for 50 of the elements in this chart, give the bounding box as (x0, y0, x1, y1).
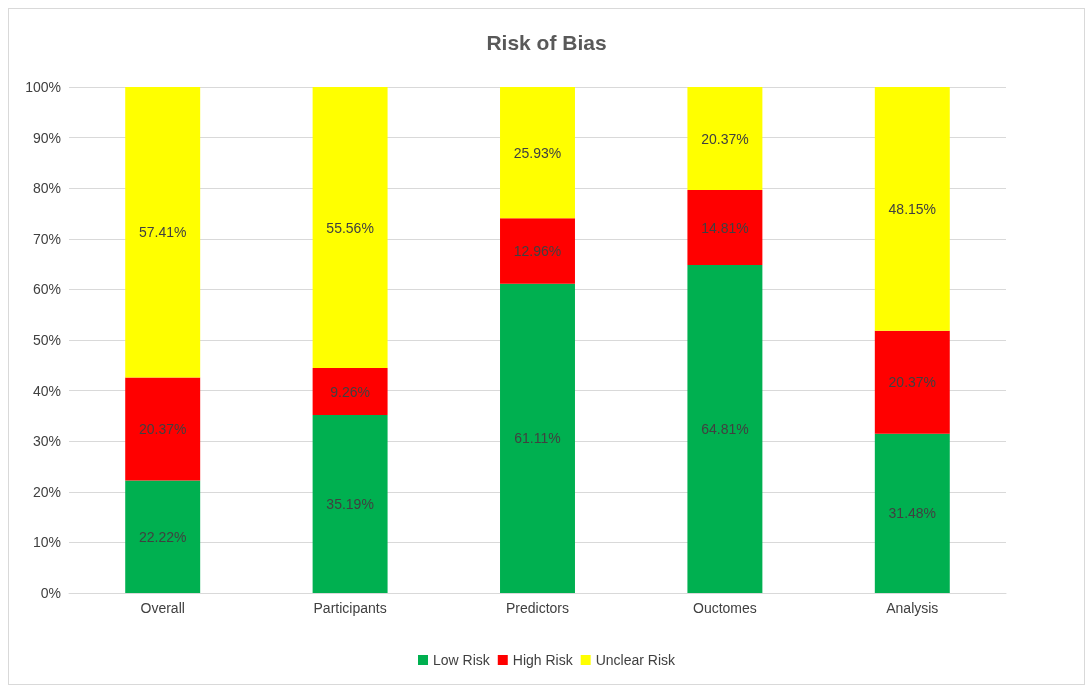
y-tick-label: 0% (40, 585, 61, 601)
legend-label: High Risk (512, 652, 574, 668)
y-tick-label: 30% (32, 433, 61, 450)
data-label: 64.81% (701, 421, 749, 438)
y-tick-label: 60% (32, 281, 61, 298)
y-tick-label: 100% (25, 79, 61, 95)
legend-label: Low Risk (432, 652, 491, 668)
x-tick-label: Participants (313, 600, 387, 616)
y-tick-label: 90% (32, 129, 61, 146)
chart-title: Risk of Bias (486, 31, 607, 54)
data-label: 57.41% (138, 224, 187, 241)
data-label: 25.93% (513, 144, 562, 161)
bar (125, 480, 201, 593)
x-tick-label: Predictors (505, 600, 570, 616)
bar (500, 87, 575, 219)
data-label: 20.37% (888, 374, 937, 391)
data-label: 20.37% (701, 130, 749, 147)
y-tick-label: 20% (32, 483, 61, 500)
data-label: 12.96% (513, 242, 562, 259)
bar (312, 414, 388, 593)
bar (312, 368, 388, 415)
bar (874, 87, 950, 331)
bar (874, 330, 950, 434)
data-label: 31.48% (888, 505, 937, 522)
y-tick-label: 80% (32, 180, 61, 197)
y-tick-label: 50% (32, 332, 61, 348)
data-label: 35.19% (326, 495, 374, 512)
bar (687, 190, 763, 266)
data-label: 48.15% (888, 200, 937, 217)
bar (312, 87, 388, 369)
bar (874, 433, 950, 593)
data-label: 20.37% (138, 421, 187, 438)
x-tick-label: Analysis (886, 600, 939, 616)
bar (500, 218, 575, 284)
bar (687, 265, 763, 593)
data-label: 55.56% (326, 219, 374, 236)
bar (125, 87, 201, 378)
y-tick-label: 10% (32, 534, 61, 551)
x-tick-label: Overall (140, 600, 185, 616)
data-label: 14.81% (701, 219, 749, 236)
data-label: 22.22% (138, 528, 187, 545)
bar (687, 87, 763, 191)
y-tick-label: 70% (32, 230, 61, 247)
bar (125, 377, 201, 481)
legend-label: Unclear Risk (595, 652, 677, 668)
data-label: 61.11% (514, 430, 561, 447)
y-tick-label: 40% (32, 382, 61, 399)
bar (500, 283, 575, 593)
data-label: 9.26% (330, 383, 370, 400)
x-tick-label: Ouctomes (692, 600, 757, 616)
